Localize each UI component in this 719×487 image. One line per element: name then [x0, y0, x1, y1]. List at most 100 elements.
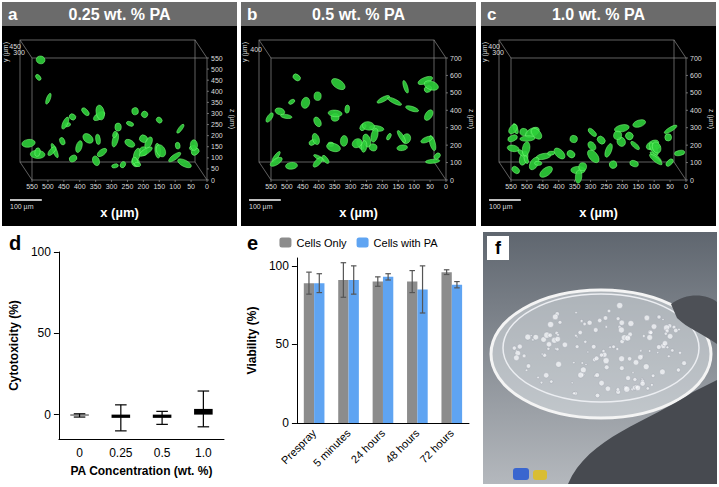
svg-text:250: 250	[601, 183, 613, 190]
svg-text:150: 150	[392, 183, 404, 190]
svg-text:48 hours: 48 hours	[383, 426, 422, 465]
svg-text:550: 550	[26, 183, 38, 190]
svg-text:500: 500	[450, 89, 462, 96]
svg-text:50: 50	[426, 183, 434, 190]
svg-text:a: a	[8, 5, 18, 24]
svg-text:300: 300	[585, 183, 597, 190]
svg-text:300: 300	[106, 183, 118, 190]
svg-text:f: f	[495, 238, 502, 258]
svg-text:300: 300	[450, 124, 462, 131]
svg-text:600: 600	[450, 72, 462, 79]
svg-text:500: 500	[690, 89, 702, 96]
svg-text:100: 100	[648, 183, 660, 190]
svg-text:0: 0	[205, 183, 209, 190]
svg-text:500: 500	[521, 183, 533, 190]
svg-text:y (µm): y (µm)	[481, 42, 489, 62]
svg-text:z (µm): z (µm)	[707, 109, 715, 129]
svg-text:700: 700	[450, 55, 462, 62]
svg-text:300: 300	[211, 110, 223, 117]
svg-text:250: 250	[211, 121, 223, 128]
svg-text:Cells Only: Cells Only	[296, 237, 347, 249]
svg-text:300: 300	[13, 49, 25, 56]
svg-text:0.25 wt. % PA: 0.25 wt. % PA	[69, 6, 171, 23]
svg-text:x (µm): x (µm)	[339, 205, 378, 220]
svg-text:50: 50	[38, 326, 52, 340]
svg-text:y (µm): y (µm)	[241, 42, 249, 62]
svg-text:x (µm): x (µm)	[100, 205, 139, 220]
svg-text:200: 200	[450, 142, 462, 149]
svg-text:0: 0	[684, 183, 688, 190]
svg-text:350: 350	[90, 183, 102, 190]
svg-text:100: 100	[690, 159, 702, 166]
svg-text:350: 350	[569, 183, 581, 190]
svg-text:200: 200	[690, 142, 702, 149]
svg-text:450: 450	[537, 183, 549, 190]
svg-text:100 µm: 100 µm	[249, 203, 273, 211]
svg-text:300: 300	[690, 124, 702, 131]
svg-text:200: 200	[211, 132, 223, 139]
svg-text:24 hours: 24 hours	[348, 426, 387, 465]
svg-text:400: 400	[313, 183, 325, 190]
svg-text:100: 100	[211, 154, 223, 161]
svg-text:100: 100	[169, 183, 181, 190]
svg-text:1.0 wt. % PA: 1.0 wt. % PA	[552, 6, 646, 23]
svg-text:400: 400	[450, 107, 462, 114]
svg-text:250: 250	[122, 183, 134, 190]
svg-text:700: 700	[690, 55, 702, 62]
svg-text:350: 350	[211, 99, 223, 106]
svg-text:1.0: 1.0	[195, 446, 212, 460]
svg-text:100: 100	[450, 159, 462, 166]
svg-text:550: 550	[211, 55, 223, 62]
svg-text:450: 450	[297, 183, 309, 190]
svg-text:50: 50	[187, 183, 195, 190]
svg-text:0.25: 0.25	[109, 446, 133, 460]
svg-text:b: b	[247, 5, 257, 24]
svg-text:z (µm): z (µm)	[467, 109, 475, 129]
svg-text:Viability (%): Viability (%)	[245, 307, 259, 375]
svg-text:Cytotoxicity (%): Cytotoxicity (%)	[7, 300, 21, 391]
svg-text:50: 50	[666, 183, 674, 190]
svg-text:0: 0	[211, 177, 215, 184]
svg-text:450: 450	[9, 43, 21, 50]
svg-text:0: 0	[76, 446, 83, 460]
svg-text:400: 400	[690, 107, 702, 114]
svg-text:e: e	[247, 232, 258, 254]
svg-text:550: 550	[505, 183, 517, 190]
svg-text:250: 250	[361, 183, 373, 190]
svg-text:150: 150	[632, 183, 644, 190]
svg-text:Cells with PA: Cells with PA	[374, 237, 439, 249]
svg-text:400: 400	[553, 183, 565, 190]
svg-text:100: 100	[31, 245, 51, 259]
svg-text:100: 100	[269, 259, 289, 273]
svg-text:0: 0	[444, 183, 448, 190]
svg-text:0.5 wt. % PA: 0.5 wt. % PA	[312, 6, 406, 23]
svg-text:600: 600	[690, 72, 702, 79]
svg-text:350: 350	[329, 183, 341, 190]
svg-text:200: 200	[617, 183, 629, 190]
svg-text:500: 500	[211, 66, 223, 73]
svg-text:0: 0	[282, 416, 289, 430]
svg-text:300: 300	[345, 183, 357, 190]
svg-text:450: 450	[58, 183, 70, 190]
svg-text:550: 550	[265, 183, 277, 190]
svg-text:450: 450	[211, 77, 223, 84]
svg-text:0: 0	[690, 177, 694, 184]
svg-text:c: c	[487, 5, 496, 24]
svg-text:500: 500	[281, 183, 293, 190]
svg-text:PA Concentration (wt. %): PA Concentration (wt. %)	[70, 464, 212, 478]
svg-text:100 µm: 100 µm	[489, 203, 513, 211]
svg-text:y (µm): y (µm)	[2, 42, 10, 62]
svg-text:400: 400	[74, 183, 86, 190]
svg-text:72 hours: 72 hours	[417, 426, 456, 465]
svg-text:500: 500	[42, 183, 54, 190]
svg-text:0: 0	[44, 408, 51, 422]
svg-text:100 µm: 100 µm	[10, 203, 34, 211]
svg-text:100: 100	[408, 183, 420, 190]
svg-text:d: d	[9, 232, 21, 254]
svg-text:400: 400	[250, 46, 262, 53]
svg-text:200: 200	[138, 183, 150, 190]
svg-text:150: 150	[153, 183, 165, 190]
svg-text:50: 50	[211, 165, 219, 172]
svg-text:0: 0	[450, 177, 454, 184]
svg-text:z (µm): z (µm)	[228, 109, 236, 129]
